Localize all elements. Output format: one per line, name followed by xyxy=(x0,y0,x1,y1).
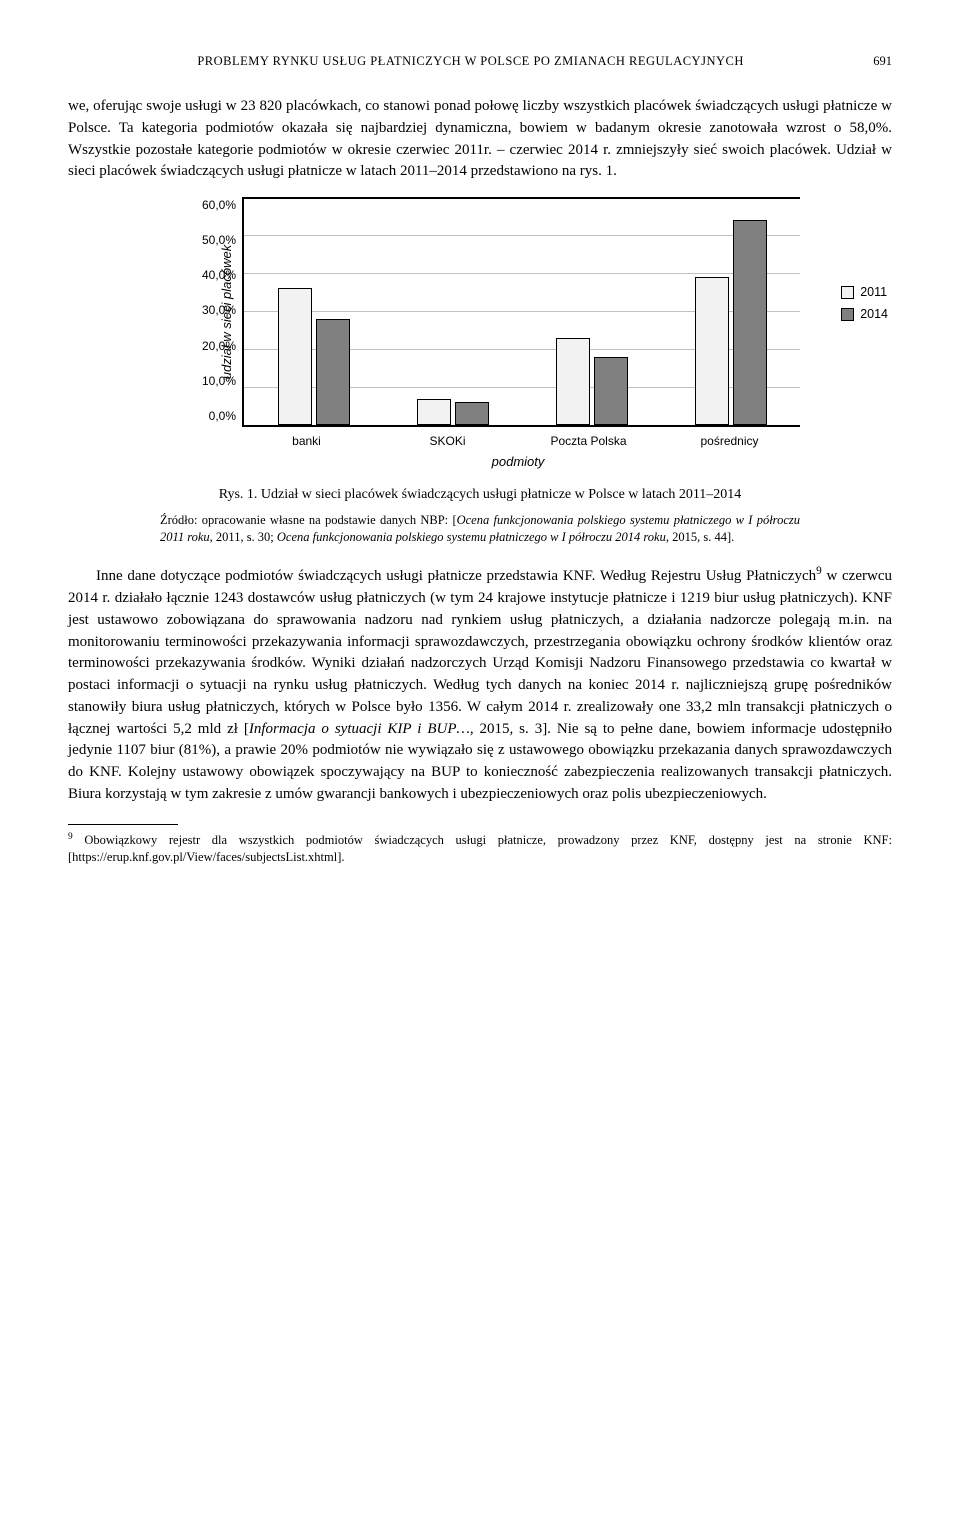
para-text: w czerwcu 2014 r. działało łącznie 1243 … xyxy=(68,568,892,736)
bar xyxy=(417,399,451,426)
running-head: PROBLEMY RYNKU USŁUG PŁATNICZYCH W POLSC… xyxy=(68,52,892,70)
bar xyxy=(455,402,489,425)
source-text: Źródło: opracowanie własne na podstawie … xyxy=(160,513,457,527)
legend-label: 2011 xyxy=(860,283,887,301)
xtick: SKOKi xyxy=(377,433,518,450)
ytick: 60,0% xyxy=(188,197,236,214)
bar xyxy=(594,357,628,425)
source-text: Ocena funkcjonowania polskiego systemu p… xyxy=(277,530,666,544)
figure-1: udział w sieci placówek 60,0% 50,0% 40,0… xyxy=(160,197,800,545)
bar xyxy=(316,319,350,425)
chart-xticks: bankiSKOKiPoczta Polskapośrednicy xyxy=(236,433,800,450)
xtick: pośrednicy xyxy=(659,433,800,450)
bar-chart: udział w sieci placówek 60,0% 50,0% 40,0… xyxy=(160,197,800,471)
bar xyxy=(556,338,590,425)
running-head-title: PROBLEMY RYNKU USŁUG PŁATNICZYCH W POLSC… xyxy=(197,54,744,68)
footnote-separator xyxy=(68,824,178,825)
source-text: , 2015, s. 44]. xyxy=(666,530,734,544)
legend-label: 2014 xyxy=(860,305,888,323)
ytick: 0,0% xyxy=(188,408,236,425)
footnote-text: Obowiązkowy rejestr dla wszystkich podmi… xyxy=(68,833,892,864)
bar xyxy=(278,288,312,425)
chart-xlabel: podmioty xyxy=(236,453,800,472)
legend-swatch xyxy=(841,286,854,299)
figure-caption: Rys. 1. Udział w sieci placówek świadczą… xyxy=(160,485,800,505)
page-number: 691 xyxy=(873,52,892,70)
chart-legend: 2011 2014 xyxy=(841,283,888,327)
xtick: banki xyxy=(236,433,377,450)
chart-ylabel: udział w sieci placówek xyxy=(218,245,237,379)
para-text: Inne dane dotyczące podmiotów świadczący… xyxy=(96,568,816,584)
chart-plot-area xyxy=(242,197,800,427)
legend-swatch xyxy=(841,308,854,321)
source-text: , 2011, s. 30; xyxy=(210,530,277,544)
para-text: Informacja o sytuacji KIP i BUP… xyxy=(249,721,470,737)
paragraph-1: we, oferując swoje usługi w 23 820 placó… xyxy=(68,96,892,183)
bar xyxy=(733,220,767,425)
footnote: 9 Obowiązkowy rejestr dla wszystkich pod… xyxy=(68,831,892,866)
bar xyxy=(695,277,729,425)
figure-source: Źródło: opracowanie własne na podstawie … xyxy=(160,512,800,546)
paragraph-2: Inne dane dotyczące podmiotów świadczący… xyxy=(68,563,892,805)
xtick: Poczta Polska xyxy=(518,433,659,450)
